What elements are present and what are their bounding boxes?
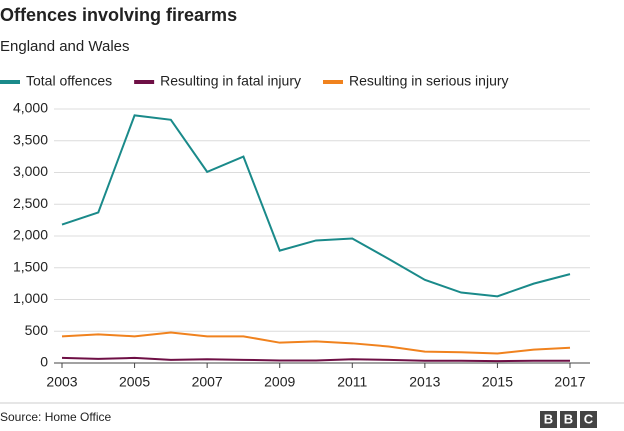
logo-box <box>580 411 597 428</box>
y-tick-label: 3,000 <box>13 163 48 179</box>
series-line <box>61 356 570 363</box>
y-tick-label: 2,000 <box>13 227 48 243</box>
chart-title: Offences involving firearms <box>0 5 237 25</box>
x-tick-label: 2011 <box>337 374 367 390</box>
legend-label: Total offences <box>26 73 112 89</box>
logo-box <box>560 411 577 428</box>
y-tick-label: 3,500 <box>13 131 48 147</box>
x-tick-label: 2013 <box>409 374 440 390</box>
logo-box <box>540 411 557 428</box>
logo-letter: B <box>544 411 553 426</box>
y-tick-label: 4,000 <box>13 100 48 116</box>
y-tick-label: 2,500 <box>13 195 48 211</box>
logo-letter: C <box>584 411 594 426</box>
y-tick-label: 0 <box>40 354 48 370</box>
x-tick-label: 2003 <box>46 374 77 390</box>
x-tick-label: 2015 <box>482 374 513 390</box>
x-tick-label: 2007 <box>192 374 223 390</box>
logo-letter: B <box>564 411 573 426</box>
legend-label: Resulting in fatal injury <box>160 73 301 89</box>
x-tick-label: 2017 <box>554 374 585 390</box>
chart-subtitle: England and Wales <box>0 38 130 55</box>
series-line <box>61 114 571 298</box>
legend-label: Resulting in serious injury <box>349 73 509 89</box>
series-line <box>61 331 571 355</box>
x-tick-label: 2005 <box>119 374 150 390</box>
y-tick-label: 1,000 <box>13 290 48 306</box>
y-tick-label: 500 <box>25 322 49 338</box>
x-tick-label: 2009 <box>264 374 295 390</box>
y-tick-label: 1,500 <box>13 258 48 274</box>
source: Source: Home Office <box>0 410 111 424</box>
